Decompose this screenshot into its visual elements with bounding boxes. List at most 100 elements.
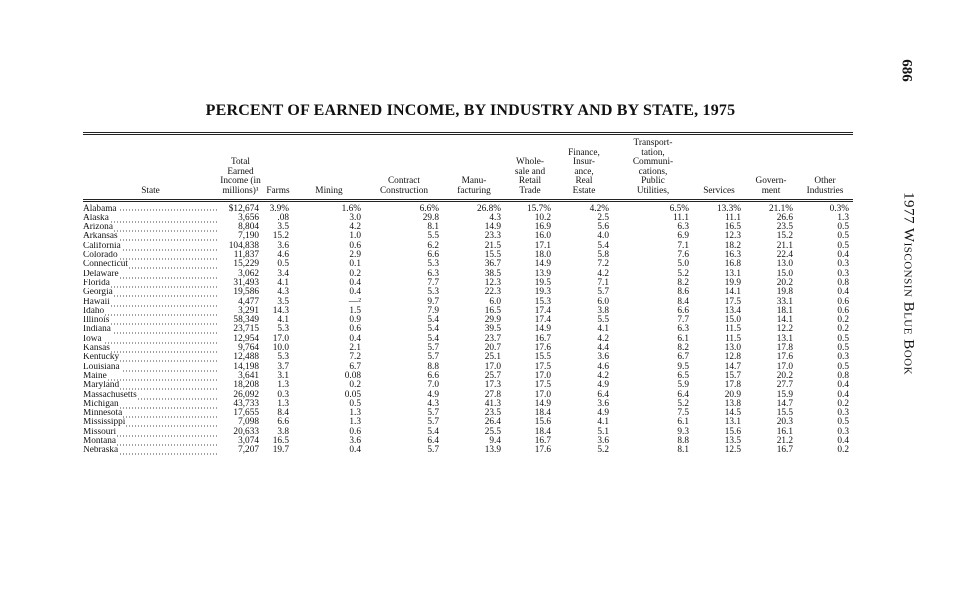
value-cell: 16.7 [534, 435, 551, 446]
value-cell: 3,656 [238, 212, 259, 223]
value-cell: 8.1 [677, 445, 689, 456]
value-cell: 14.1 [776, 315, 793, 326]
state-cell: Idaho [83, 306, 218, 317]
value-cell: 7.6 [677, 250, 689, 261]
value-cell: 4.9 [597, 380, 609, 391]
state-cell: Maine [83, 371, 218, 382]
value-cell: 17.4 [534, 305, 551, 316]
state-name: Minnesota [83, 409, 124, 419]
value-cell: 8.4 [277, 408, 289, 419]
value-cell: 4.1 [277, 315, 289, 326]
state-name: Maryland [83, 381, 121, 391]
value-cell: 8.2 [677, 343, 689, 354]
value-cell: 7,098 [238, 417, 259, 428]
table-row: Kansas 9,764 10.0 2.1 5.7 20.7 17.6 4.4 8.2 13.0 1… [83, 343, 853, 354]
value-cell: 13.4 [724, 305, 741, 316]
value-cell: 11.5 [725, 324, 741, 335]
value-cell: 3.0 [349, 212, 361, 223]
value-cell: 15.3 [534, 296, 551, 307]
value-cell: 8,804 [238, 222, 259, 233]
state-name: California [83, 241, 122, 251]
value-cell: 15.7% [526, 203, 551, 214]
value-cell: 6.2 [427, 240, 439, 251]
value-cell: 11.1 [725, 212, 741, 223]
state-name: Mississippi [83, 418, 127, 428]
state-cell: Louisiana [83, 362, 218, 372]
table-row: Georgia 19,586 4.3 0.4 5.3 22.3 19.3 5.7 8.6 14.1… [83, 287, 853, 298]
value-cell: 0.2 [837, 445, 849, 456]
value-cell: 12.5 [724, 445, 741, 456]
value-cell: 15.6 [724, 426, 741, 437]
value-cell: 12.3 [724, 231, 741, 242]
running-head: 1977 Wisconsin Blue Book [900, 191, 917, 376]
value-cell: 0.4 [837, 389, 849, 400]
value-cell: 26.4 [484, 417, 501, 428]
value-cell: 4.2 [597, 370, 609, 381]
state-name: Hawaii [83, 297, 111, 307]
value-cell: 6.3 [677, 222, 689, 233]
value-cell: 25.1 [484, 352, 501, 363]
value-cell: 15.6 [534, 417, 551, 428]
state-cell: Arkansas [83, 232, 218, 242]
value-cell: 3.7 [277, 361, 289, 372]
value-cell: 8.8 [677, 435, 689, 446]
value-cell: 5.1 [597, 426, 609, 437]
value-cell: 12.3 [484, 277, 501, 288]
value-cell: 13.9 [484, 445, 501, 456]
value-cell: 104,838 [228, 240, 259, 251]
table-row: Mississippi 7,098 6.6 1.3 5.7 26.4 15.6 4.1 6.1 1… [83, 417, 853, 428]
value-cell: 0.6 [349, 324, 361, 335]
value-cell: 0.2 [837, 398, 849, 409]
value-cell: 5.3 [427, 287, 439, 298]
value-cell: 0.2 [349, 268, 361, 279]
page-number: 686 [898, 59, 915, 82]
value-cell: 0.5 [837, 231, 849, 242]
value-cell: 0.05 [344, 389, 361, 400]
value-cell: 7.0 [427, 380, 439, 391]
value-cell: 6.6% [419, 203, 439, 214]
value-cell: 13.5 [724, 435, 741, 446]
value-cell: 25.5 [484, 426, 501, 437]
value-cell: 0.3 [837, 408, 849, 419]
value-cell: 13.1 [724, 417, 741, 428]
value-cell: 0.3 [277, 389, 289, 400]
value-cell: 0.4 [837, 287, 849, 298]
value-cell: 26,092 [233, 389, 259, 400]
state-name: Connecticut [83, 260, 129, 270]
table-row: Nebraska 7,207 19.7 0.4 5.7 13.9 17.6 5.2 8.1 12.… [83, 445, 853, 456]
income-table: State Total Earned Income (in millions)¹ F… [83, 132, 853, 456]
column-header: Contract Construction [379, 176, 429, 196]
value-cell: 18.4 [534, 426, 551, 437]
value-cell: 29.9 [484, 315, 501, 326]
value-cell: 8.8 [427, 361, 439, 372]
table-row: Indiana 23,715 5.3 0.6 5.4 39.5 14.9 4.1 6.3 11.5… [83, 324, 853, 335]
value-cell: 15.2 [272, 231, 289, 242]
state-name: Kansas [83, 344, 111, 354]
value-cell: 36.7 [484, 259, 501, 270]
table-row: Hawaii 4,477 3.5 —² 9.7 6.0 15.3 6.0 8.4 17.5 33.1… [83, 296, 853, 307]
value-cell: 0.6 [837, 296, 849, 307]
value-cell: 41.3 [484, 398, 501, 409]
value-cell: 1.3 [277, 398, 289, 409]
table-row: Connecticut 15,229 0.5 0.1 5.3 36.7 14.9 7.2 5.0… [83, 259, 853, 270]
state-cell: Alabama [83, 200, 218, 214]
state-name: Alaska [83, 213, 110, 223]
state-cell: Kentucky [83, 353, 218, 363]
value-cell: 0.1 [349, 259, 361, 270]
value-cell: 0.4 [349, 277, 361, 288]
value-cell: 4.4 [597, 343, 609, 354]
value-cell: 5.3 [427, 259, 439, 270]
state-cell: Maryland [83, 381, 218, 391]
table-title: PERCENT OF EARNED INCOME, BY INDUSTRY AN… [205, 102, 736, 119]
value-cell: 1.0 [349, 231, 361, 242]
table-body: Alabama $12,674 3.9% 1.6% 6.6% 26.8% 15.7% 4.2%… [83, 200, 853, 456]
value-cell: 16.1 [776, 426, 793, 437]
value-cell: .08 [277, 212, 289, 223]
column-header: Finance, Insur- ance, Real Estate [568, 147, 600, 196]
value-cell: 14.9 [484, 222, 501, 233]
value-cell: 25.7 [484, 370, 501, 381]
value-cell: 3.5 [277, 296, 289, 307]
value-cell: 0.5 [277, 259, 289, 270]
value-cell: 4.0 [597, 231, 609, 242]
value-cell: 16.9 [534, 222, 551, 233]
